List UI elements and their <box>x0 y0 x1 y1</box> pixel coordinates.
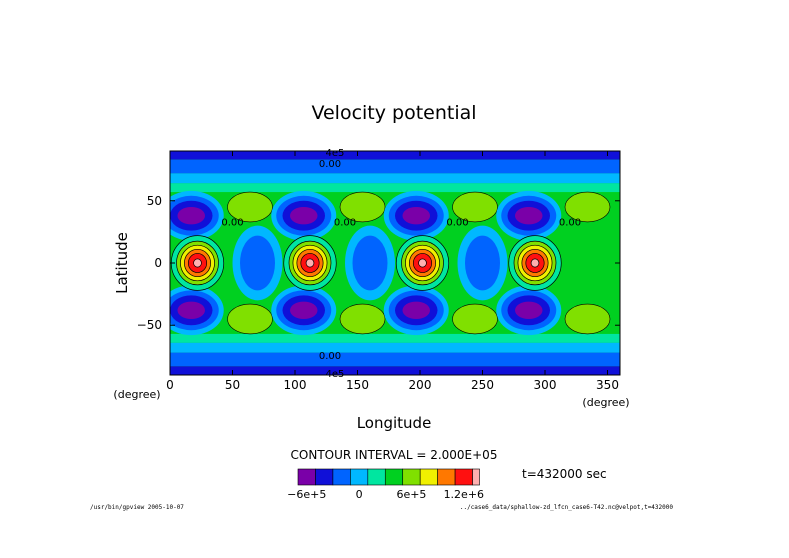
peak-ring-6 <box>193 258 202 268</box>
footer-left: /usr/bin/gpview 2005-10-07 <box>90 504 184 511</box>
y-tick-label: 0 <box>154 256 162 270</box>
high-lobe-north <box>227 191 273 223</box>
contour-label: 0.00 <box>559 218 581 229</box>
colorbar-swatch <box>437 468 456 486</box>
x-axis-unit: (degree) <box>582 396 629 409</box>
high-lobe-south <box>227 303 273 335</box>
high-lobe-south <box>564 303 611 335</box>
colorbar-tick-label: −6e+5 <box>287 488 326 501</box>
x-tick-label: 250 <box>471 378 494 392</box>
polar-band-north-mid <box>170 159 620 174</box>
high-lobe-north <box>452 191 498 223</box>
y-axis: 50 0 −50 <box>137 194 620 332</box>
min-core-south <box>177 301 205 319</box>
x-axis-label: Longitude <box>357 414 432 432</box>
colorbar-swatch <box>454 468 473 486</box>
contour-label: 0.00 <box>319 351 341 362</box>
x-tick-label: 350 <box>596 378 619 392</box>
trough-inner <box>240 235 275 291</box>
y-axis-unit: (degree) <box>113 388 160 401</box>
colorbar-swatch <box>297 468 316 486</box>
colorbar-swatch <box>367 468 386 486</box>
high-lobe-north <box>339 191 386 223</box>
high-lobe-south <box>452 303 498 335</box>
teal-band-south <box>170 333 620 343</box>
trough-inner <box>352 235 388 291</box>
polar-band-north-inner <box>170 173 620 184</box>
wave-cell-4 <box>457 190 611 336</box>
polar-band-south-outer <box>170 366 620 375</box>
min-core-north <box>177 207 205 225</box>
wave-cell-2 <box>232 190 386 336</box>
x-tick-label: 150 <box>346 378 369 392</box>
contour-label: 0.00 <box>221 218 243 229</box>
colorbar-tick-label: 0 <box>356 488 363 501</box>
wave-cell-3 <box>345 190 498 336</box>
y-axis-label: Latitude <box>113 232 131 294</box>
peak-ring-6 <box>305 258 315 268</box>
chart-title: Velocity potential <box>311 102 476 124</box>
x-tick-label: 50 <box>225 378 240 392</box>
colorbar-swatch <box>315 468 334 486</box>
colorbar-tick-label: 1.2e+6 <box>444 488 484 501</box>
teal-band-north <box>170 183 620 193</box>
min-core-south <box>515 301 543 319</box>
x-tick-label: 200 <box>409 378 432 392</box>
min-core-south <box>290 301 318 319</box>
min-core-north <box>515 207 543 225</box>
y-tick-label: −50 <box>137 318 162 332</box>
min-core-north <box>402 207 430 225</box>
polar-band-south-mid <box>170 352 620 367</box>
colorbar <box>297 468 480 486</box>
max-label: 4e5 <box>326 148 345 159</box>
x-tick-label: 0 <box>166 378 174 392</box>
colorbar-swatch <box>332 468 351 486</box>
y-tick-label: 50 <box>147 194 162 208</box>
colorbar-swatch <box>472 468 480 486</box>
peak-ring-6 <box>530 258 540 268</box>
colorbar-swatch <box>384 468 404 486</box>
contour-label: 0.00 <box>446 218 468 229</box>
high-lobe-north <box>564 191 611 223</box>
min-label: 4e5 <box>326 369 345 380</box>
polar-band-north-outer <box>170 151 620 160</box>
wave-cell-1 <box>170 190 273 336</box>
x-tick-label: 300 <box>534 378 557 392</box>
footer-right: ../case6_data/sphallow-zd_lfcn_case6-T42… <box>460 504 674 511</box>
contour-label: 0.00 <box>334 218 356 229</box>
polar-band-south-inner <box>170 342 620 353</box>
colorbar-swatch <box>350 468 369 486</box>
trough-inner <box>465 235 500 291</box>
colorbar-ticks: −6e+5 0 6e+5 1.2e+6 <box>287 488 484 501</box>
contour-interval-text: CONTOUR INTERVAL = 2.000E+05 <box>291 448 498 462</box>
min-core-south <box>402 301 430 319</box>
high-lobe-south <box>339 303 386 335</box>
velocity-potential-field <box>170 151 620 375</box>
x-axis: 0 50 100 150 200 250 300 350 <box>166 151 619 392</box>
time-text: t=432000 sec <box>522 467 607 481</box>
contour-label: 0.00 <box>319 159 341 170</box>
peak-ring-6 <box>418 258 427 268</box>
colorbar-tick-label: 6e+5 <box>396 488 426 501</box>
min-core-north <box>290 207 318 225</box>
x-tick-label: 100 <box>284 378 307 392</box>
colorbar-swatch <box>419 468 438 486</box>
contour-labels: 0.00 0.00 0.00 0.00 0.00 0.00 <box>221 159 581 362</box>
colorbar-swatch <box>402 468 421 486</box>
